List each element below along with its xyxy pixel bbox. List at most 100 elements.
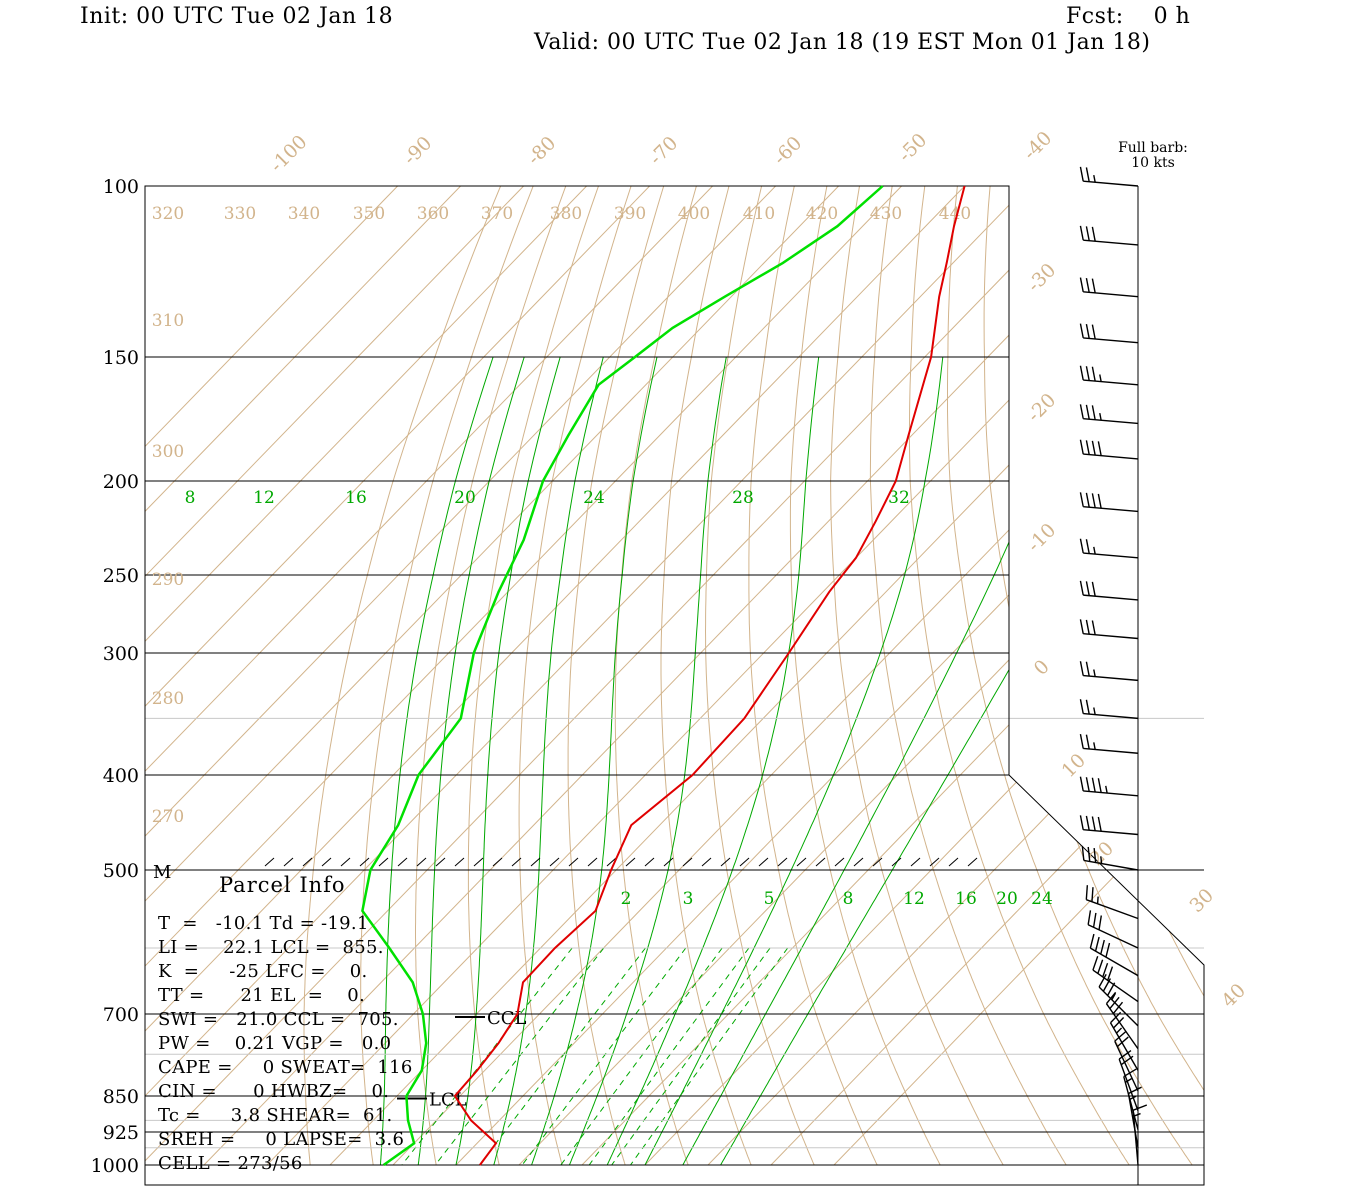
cloud-hatch-mark xyxy=(644,857,655,867)
cloud-hatch-mark xyxy=(340,857,351,867)
dry-adiabat-line xyxy=(1185,186,1204,1166)
theta-tick-label: 330 xyxy=(224,204,256,224)
init-time: Init: 00 UTC Tue 02 Jan 18 xyxy=(80,4,394,29)
cloud-marker-label: M xyxy=(153,862,171,883)
pressure-tick-label: 700 xyxy=(103,1004,139,1026)
mixing-ratio-line xyxy=(434,947,605,1166)
isotherm-line xyxy=(203,186,1154,1166)
isotherm-tick-label: 0 xyxy=(1030,656,1054,680)
theta-tick-label: 370 xyxy=(481,204,513,224)
wind-barb xyxy=(1079,776,1139,797)
mixing-ratio-tick-label: 12 xyxy=(903,889,925,909)
cloud-hatch-mark xyxy=(587,857,598,867)
cloud-hatch-mark xyxy=(530,857,541,867)
moist-adiabat-line xyxy=(682,356,1082,1166)
valid-time: Valid: 00 UTC Tue 02 Jan 18 (19 EST Mon … xyxy=(534,30,1151,55)
wind-barbs: Full barb:10 kts xyxy=(1079,140,1188,1185)
pressure-tick-label: 250 xyxy=(103,565,139,587)
theta-tick-label: 340 xyxy=(288,204,320,224)
dry-adiabat-line xyxy=(869,186,1067,1166)
cloud-hatch-mark xyxy=(853,857,864,867)
pressure-tick-label: 1000 xyxy=(91,1155,139,1177)
wind-barb xyxy=(1118,1049,1139,1112)
moist-adiabat-tick-label: 32 xyxy=(888,488,910,508)
mixing-ratio-tick-label: 20 xyxy=(996,889,1018,909)
isotherm-line xyxy=(145,186,524,1166)
cloud-hatch-mark xyxy=(492,857,503,867)
theta-tick-label: 380 xyxy=(550,204,582,224)
moist-adiabat-tick-label: 24 xyxy=(583,488,605,508)
isotherm-line xyxy=(833,186,1204,1166)
mixing-ratio-line xyxy=(630,947,789,1166)
isotherm-line xyxy=(145,186,461,1166)
wind-barb xyxy=(1079,365,1139,386)
parcel-row: T = -10.1 Td = -19.1 xyxy=(158,913,369,934)
cloud-hatch-mark xyxy=(682,857,693,867)
isotherm-tick-label: -90 xyxy=(399,132,436,169)
parcel-info-panel: Parcel Info T = -10.1 Td = -19.1 LI = 22… xyxy=(155,873,455,1183)
dry-adiabat-line xyxy=(748,186,878,1166)
pressure-tick-label: 300 xyxy=(103,643,139,665)
parcel-row: LI = 22.1 LCL = 855. xyxy=(158,937,384,958)
theta-tick-label: 280 xyxy=(152,689,184,709)
theta-tick-label: 420 xyxy=(806,204,838,224)
dry-adiabat-line xyxy=(789,186,941,1166)
mixing-ratio-tick-label: 8 xyxy=(843,889,854,909)
pressure-tick-label: 400 xyxy=(103,765,139,787)
mixing-ratio-tick-label: 5 xyxy=(764,889,775,909)
cloud-hatch-mark xyxy=(568,857,579,867)
isotherm-line xyxy=(145,186,839,1166)
wind-barb xyxy=(1079,699,1139,720)
chart-frame xyxy=(144,185,1205,1186)
dry-adiabat-line xyxy=(1120,186,1204,1166)
theta-tick-label: 310 xyxy=(152,311,184,331)
mixing-ratio-line xyxy=(588,947,750,1166)
mixing-ratio-tick-label: 3 xyxy=(683,889,694,909)
cloud-hatch-mark xyxy=(397,857,408,867)
cloud-hatch-mark xyxy=(359,857,370,867)
dry-adiabat-line xyxy=(908,186,1130,1166)
dry-adiabat-line xyxy=(614,186,697,1166)
wind-barb xyxy=(1079,492,1139,513)
pressure-tick-label: 150 xyxy=(103,347,139,369)
theta-tick-label: 400 xyxy=(678,204,710,224)
isotherm-line xyxy=(145,186,776,1166)
cloud-hatch-mark xyxy=(758,857,769,867)
cloud-hatch-mark xyxy=(511,857,522,867)
dry-adiabat-line xyxy=(1053,186,1204,1166)
isotherm-tick-label: -40 xyxy=(1019,127,1056,164)
level-marker-label: CCL xyxy=(487,1008,527,1029)
isotherm-tick-label: -100 xyxy=(266,131,312,177)
cloud-hatch-mark xyxy=(473,857,484,867)
cloud-hatch-mark xyxy=(283,857,294,867)
cloud-hatch-mark xyxy=(701,857,712,867)
cloud-hatch-mark xyxy=(777,857,788,867)
cloud-hatch-mark xyxy=(872,857,883,867)
temperature-profile xyxy=(453,186,966,1166)
isotherm-tick-label: -10 xyxy=(1023,519,1060,556)
moist-adiabat-line xyxy=(606,356,820,1166)
sounding-profiles xyxy=(361,185,966,1167)
cloud-hatch-mark xyxy=(625,857,636,867)
isotherm-line xyxy=(392,186,1204,1166)
dry-adiabat-line xyxy=(1087,186,1204,1166)
wind-barb xyxy=(1081,845,1139,871)
pressure-tick-label: 925 xyxy=(103,1122,139,1144)
forecast-hour: Fcst: 0 h xyxy=(1066,4,1191,29)
cloud-hatch-mark xyxy=(454,857,465,867)
isotherm-line xyxy=(329,186,1204,1166)
cloud-hatch-mark xyxy=(435,857,446,867)
isotherm-line xyxy=(644,186,1204,1166)
pressure-tick-label: 850 xyxy=(103,1086,139,1108)
isotherm-tick-label: -70 xyxy=(645,132,682,169)
theta-tick-label: 350 xyxy=(353,204,385,224)
cloud-hatch-mark xyxy=(416,857,427,867)
moist-adiabat-line xyxy=(568,356,727,1166)
wind-barb xyxy=(1087,910,1139,949)
wind-barb xyxy=(1092,956,1139,1003)
wind-barb xyxy=(1127,1086,1142,1148)
isotherm-tick-label: 30 xyxy=(1185,884,1218,917)
cloud-hatch-mark xyxy=(549,857,560,867)
theta-tick-label: 290 xyxy=(152,570,184,590)
moist-adiabat-line xyxy=(455,356,561,1166)
